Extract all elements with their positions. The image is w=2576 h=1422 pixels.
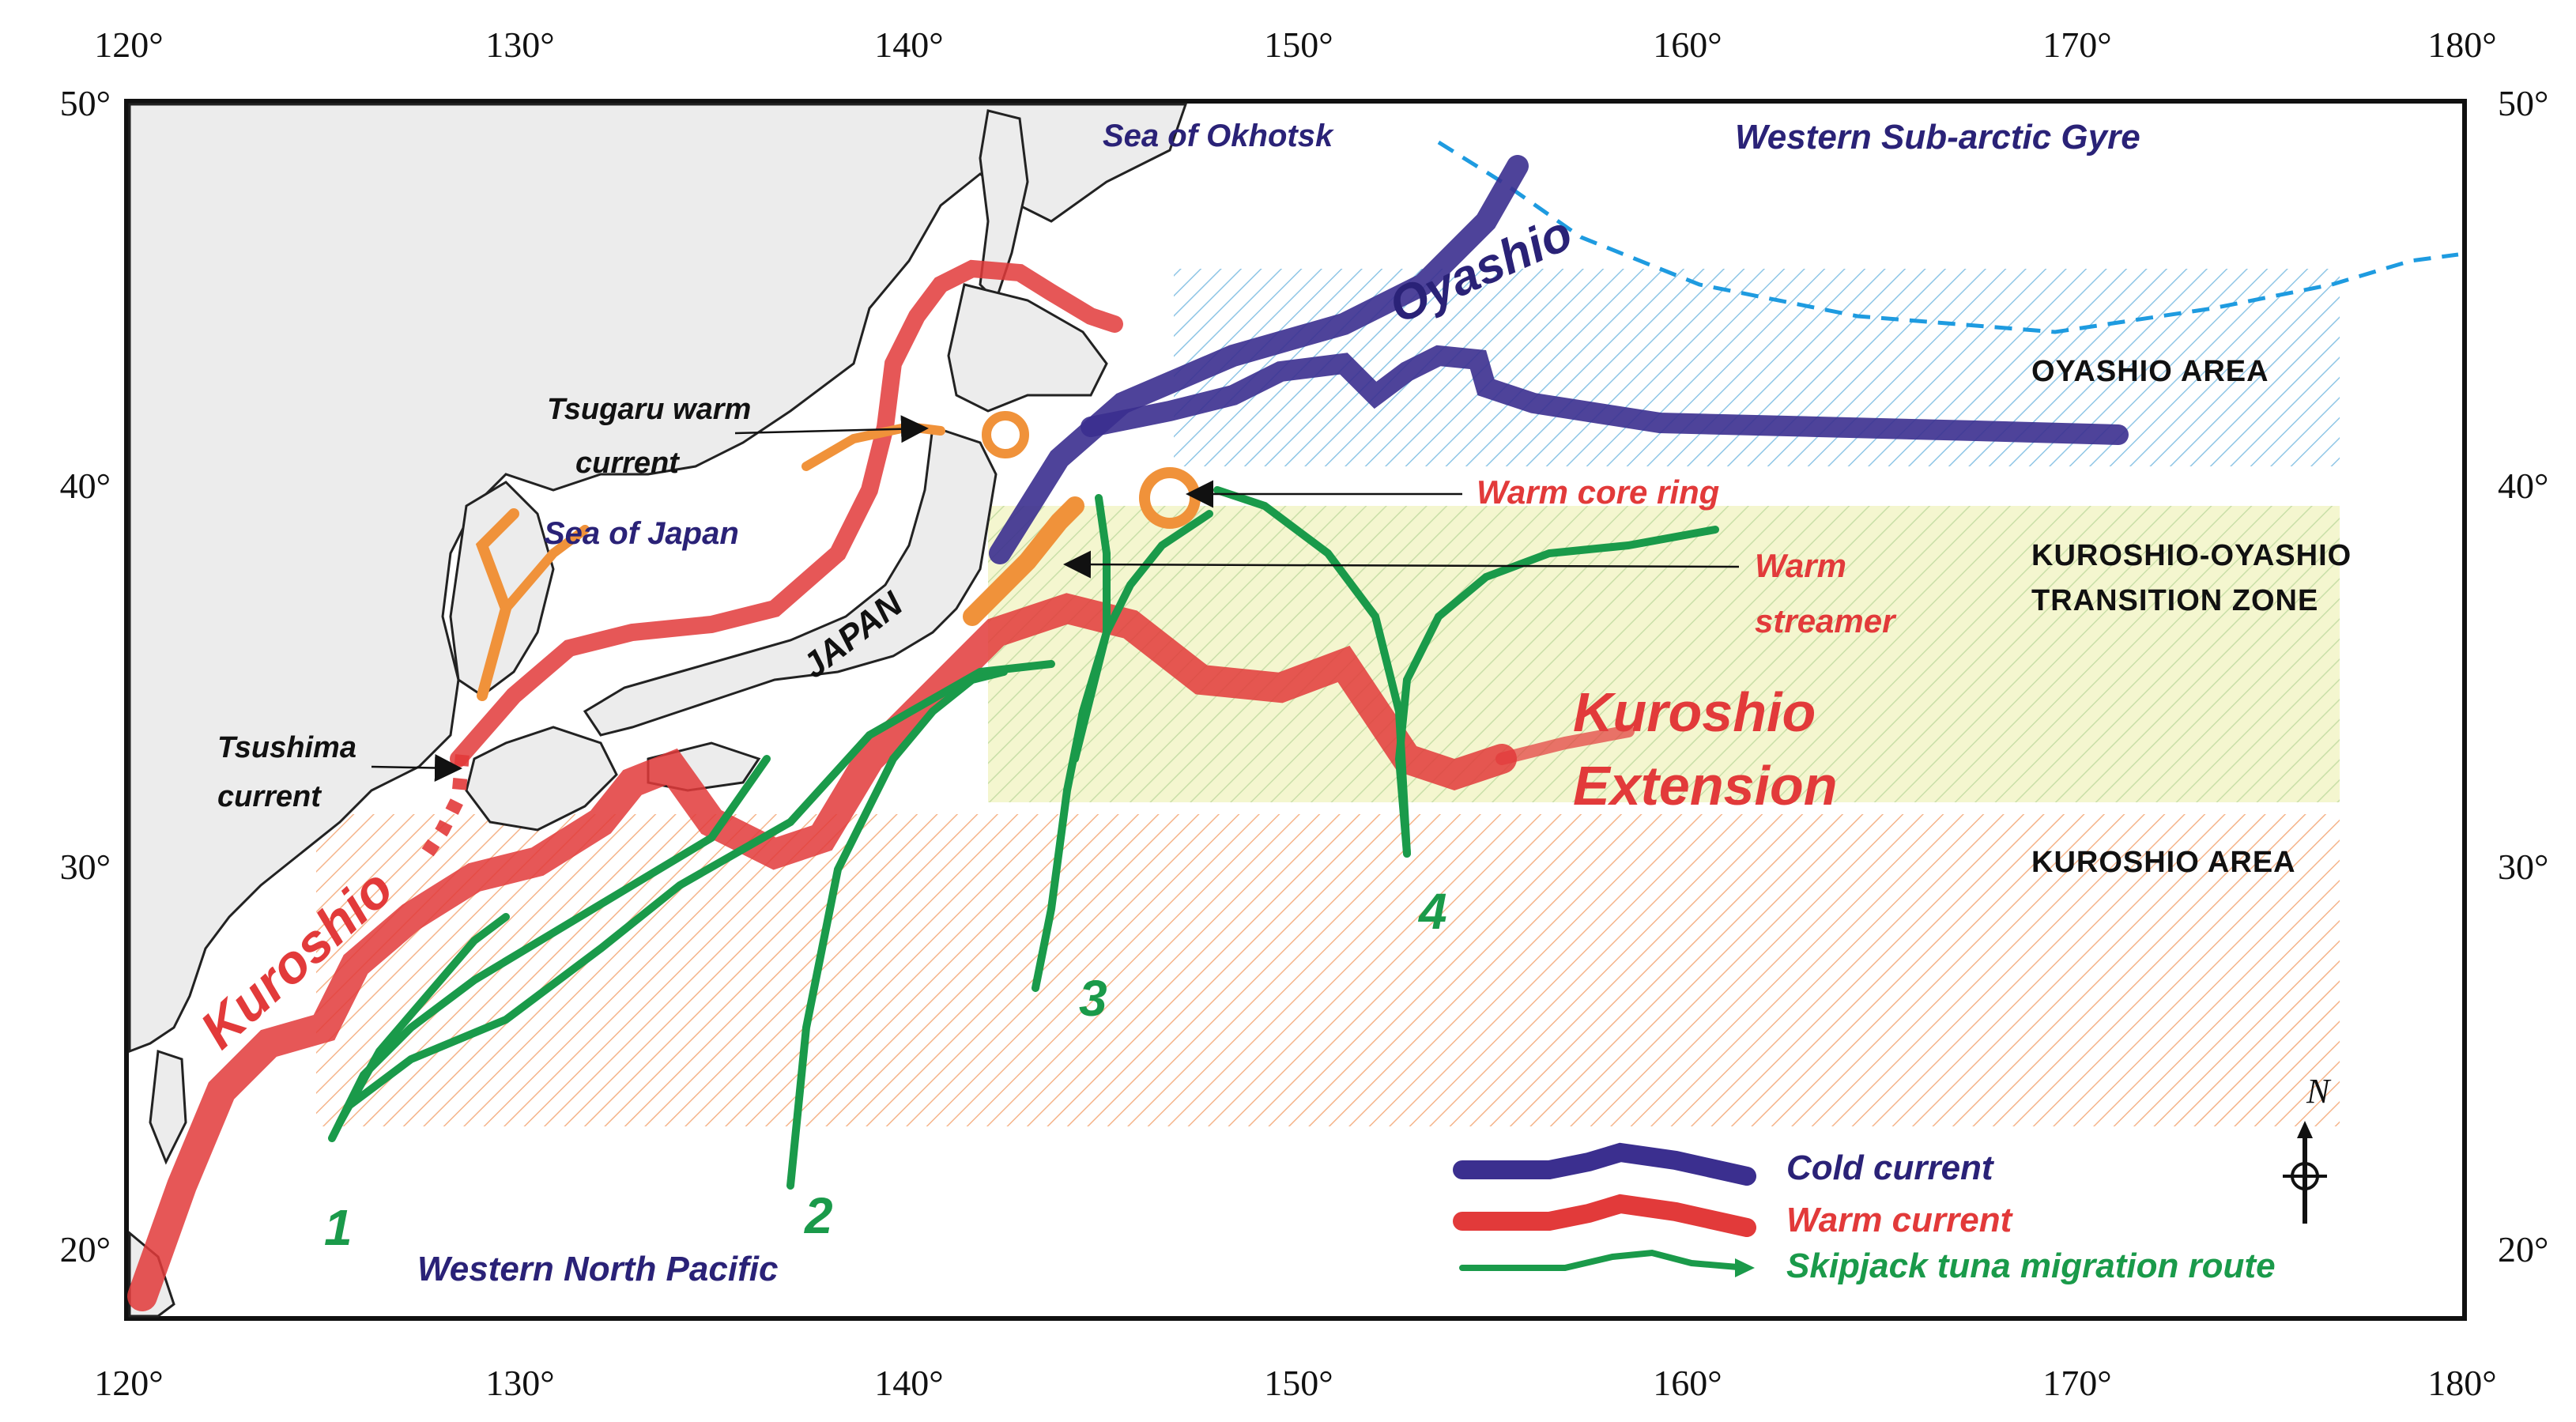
- label-western-north-pacific: Western North Pacific: [417, 1250, 778, 1288]
- label-warm-streamer-2: streamer: [1755, 602, 1897, 639]
- taiwan-island: [149, 1049, 187, 1165]
- label-oyashio-area: OYASHIO AREA: [2031, 355, 2269, 388]
- label-kuroshio-extension-1: Kuroshio: [1573, 681, 1816, 743]
- legend-warm-swatch: [1453, 1194, 1756, 1237]
- label-tsushima-2: current: [217, 780, 322, 813]
- x-axis-top: 120° 130° 140° 150° 160° 170° 180°: [94, 25, 2496, 65]
- svg-text:140°: 140°: [874, 1363, 943, 1403]
- route-number-1: 1: [324, 1199, 353, 1256]
- transition-zone: [988, 506, 2340, 802]
- svg-text:20°: 20°: [60, 1229, 111, 1269]
- svg-text:180°: 180°: [2427, 1363, 2496, 1403]
- svg-text:120°: 120°: [94, 1363, 163, 1403]
- tuna-route-2: [786, 668, 1008, 1190]
- svg-text:120°: 120°: [94, 25, 163, 65]
- label-tsushima-1: Tsushima: [217, 731, 356, 764]
- label-kuroshio-area: KUROSHIO AREA: [2031, 846, 2296, 879]
- legend: Cold current Warm current Skipjack tuna …: [1453, 1142, 2276, 1285]
- north-compass: N: [2283, 1072, 2332, 1224]
- svg-text:160°: 160°: [1653, 25, 1722, 65]
- label-warm-streamer-1: Warm: [1755, 547, 1846, 584]
- japan-islands: [465, 283, 1108, 832]
- svg-text:150°: 150°: [1264, 1363, 1333, 1403]
- legend-route-swatch: [1459, 1249, 1750, 1271]
- svg-text:30°: 30°: [60, 847, 111, 887]
- svg-text:50°: 50°: [60, 83, 111, 123]
- kuroshio-current: [127, 259, 1635, 1311]
- svg-text:50°: 50°: [2498, 83, 2548, 123]
- label-tsugaru-1: Tsugaru warm: [547, 393, 751, 426]
- tuna-route-1: [328, 660, 1055, 1142]
- label-sea-of-okhotsk: Sea of Okhotsk: [1103, 119, 1334, 153]
- label-kuroshio-extension-2: Extension: [1573, 755, 1838, 817]
- warm-streamer-leader: [1063, 550, 1740, 579]
- legend-cold-swatch: [1453, 1142, 1756, 1186]
- svg-text:170°: 170°: [2042, 1363, 2111, 1403]
- legend-warm-label: Warm current: [1786, 1201, 2014, 1239]
- label-transition-1: KUROSHIO-OYASHIO: [2031, 539, 2352, 572]
- route-number-3: 3: [1079, 970, 1107, 1027]
- tuna-route-3: [1032, 494, 1213, 992]
- route-number-2: 2: [804, 1187, 833, 1244]
- svg-text:160°: 160°: [1653, 1363, 1722, 1403]
- warm-streamers: [475, 411, 1201, 701]
- svg-text:40°: 40°: [60, 466, 111, 506]
- svg-text:140°: 140°: [874, 25, 943, 65]
- svg-text:20°: 20°: [2498, 1229, 2548, 1269]
- north-label: N: [2306, 1072, 2332, 1111]
- legend-cold-label: Cold current: [1786, 1149, 1995, 1187]
- tsugaru-leader: [734, 415, 929, 443]
- label-transition-2: TRANSITION ZONE: [2031, 584, 2318, 617]
- route-number-4: 4: [1417, 883, 1447, 940]
- label-tsugaru-2: current: [575, 447, 680, 480]
- label-warm-core-ring: Warm core ring: [1477, 473, 1719, 511]
- kuroshio-area-zone: [316, 814, 2340, 1126]
- svg-text:40°: 40°: [2498, 466, 2548, 506]
- tuna-route-4: [1213, 486, 1719, 858]
- y-axis-right: 50° 40° 30° 20°: [2498, 83, 2548, 1269]
- legend-route-label: Skipjack tuna migration route: [1786, 1247, 2276, 1285]
- svg-text:180°: 180°: [2427, 25, 2496, 65]
- svg-text:150°: 150°: [1264, 25, 1333, 65]
- svg-text:30°: 30°: [2498, 847, 2548, 887]
- y-axis-left: 50° 40° 30° 20°: [60, 83, 111, 1269]
- svg-text:130°: 130°: [485, 25, 554, 65]
- label-sea-of-japan: Sea of Japan: [544, 516, 739, 551]
- tsushima-leader: [371, 753, 462, 782]
- subarctic-boundary-line: [1437, 140, 2459, 334]
- svg-text:130°: 130°: [485, 1363, 554, 1403]
- x-axis-bottom: 120° 130° 140° 150° 160° 170° 180°: [94, 1363, 2496, 1403]
- label-western-subarctic-gyre: Western Sub-arctic Gyre: [1735, 118, 2140, 157]
- oyashio-current: [989, 155, 2129, 564]
- svg-text:170°: 170°: [2042, 25, 2111, 65]
